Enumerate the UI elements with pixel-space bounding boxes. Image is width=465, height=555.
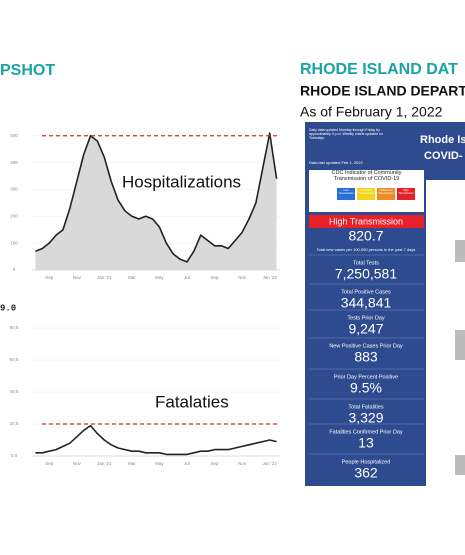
- x-tick-label: Sep: [45, 461, 54, 466]
- y-tick-label: 0.0: [11, 453, 18, 458]
- level-label: High Transmission: [398, 189, 414, 195]
- stat-value: 362: [354, 465, 378, 481]
- y-tick-label: 40.0: [10, 389, 19, 394]
- x-tick-label: Jan '21: [97, 461, 112, 466]
- x-tick-label: Jan '22: [262, 461, 277, 466]
- x-tick-label: Jul: [184, 461, 190, 466]
- stat-label: People Hospitalized: [342, 459, 391, 465]
- rate: 820.7: [348, 228, 383, 244]
- level-label-box: Substantial Transmission: [378, 189, 394, 195]
- y-tick-label: 200: [10, 213, 18, 218]
- last-updated: Data last updated Feb 1, 2022: [309, 160, 364, 165]
- level-label-box: Low Transmission: [338, 189, 354, 195]
- left-heading: PSHOT: [0, 62, 55, 79]
- x-tick-label: Nov: [73, 275, 82, 280]
- stat-label: Fatalities Confirmed Prior Day: [329, 429, 403, 435]
- x-tick-label: Mar: [128, 275, 136, 280]
- x-tick-label: Jan '21: [97, 275, 112, 280]
- side-bar: [455, 455, 465, 475]
- stat-value: 9.5%: [350, 380, 382, 396]
- y-tick-label: 0: [13, 267, 16, 272]
- level-label: Substantial Transmission: [378, 189, 394, 195]
- level-label: Low Transmission: [338, 189, 354, 195]
- annotation: Fatalaties: [155, 392, 229, 411]
- level-label-box: Moderate Transmission: [358, 189, 374, 195]
- right-heading: RHODE ISLAND DAT: [300, 61, 458, 78]
- stat-label: Total Positive Cases: [341, 289, 391, 295]
- level-swatch: [377, 188, 395, 200]
- x-tick-label: Mar: [128, 461, 136, 466]
- cdc-title: CDC Indicator of Community Transmission …: [331, 170, 402, 183]
- chart-title: 9.0: [0, 303, 16, 313]
- stat-label: Prior Day Percent Positive: [334, 374, 398, 380]
- dash-title: Rhode Island: [420, 134, 465, 146]
- x-tick-label: Sep: [45, 275, 54, 280]
- x-tick-label: May: [155, 275, 164, 280]
- area: [35, 133, 277, 270]
- x-tick-label: Jan '22: [262, 275, 277, 280]
- x-tick-label: Sep: [211, 275, 220, 280]
- x-tick-label: Nov: [238, 461, 247, 466]
- annotation: Hospitalizations: [122, 172, 241, 191]
- stat-label: Tests Prior Day: [347, 315, 385, 321]
- stat-value: 13: [358, 435, 374, 451]
- level-label: Moderate Transmission: [358, 189, 374, 195]
- stat-value: 7,250,581: [335, 266, 397, 282]
- y-tick-label: 20.0: [10, 421, 19, 426]
- y-tick-label: 400: [10, 160, 18, 165]
- level-swatch: [357, 188, 375, 200]
- dash-subtitle: COVID-: [424, 150, 463, 162]
- department: RHODE ISLAND DEPARTA: [300, 83, 465, 99]
- level-swatch: [337, 188, 355, 200]
- stat-value: 344,841: [341, 295, 392, 311]
- level-bar: [309, 215, 424, 228]
- line: [35, 132, 278, 263]
- side-bar: [455, 330, 465, 360]
- update-note: Daily data updated Monday through Friday…: [309, 128, 383, 141]
- cdc-box: CDC Indicator of Community Transmission …: [331, 170, 402, 183]
- y-tick-label: 100: [10, 240, 18, 245]
- y-tick-label: 500: [10, 133, 18, 138]
- side-bar: [455, 240, 465, 262]
- line: [35, 424, 277, 456]
- stat-label: New Positive Cases Prior Day: [329, 343, 403, 349]
- stat-value: 3,329: [348, 410, 383, 426]
- y-tick-label: 300: [10, 187, 18, 192]
- stat-label: Total Fatalities: [348, 404, 383, 410]
- level: High Transmission: [329, 216, 403, 226]
- y-tick-label: 80.0: [10, 325, 19, 330]
- x-tick-label: Nov: [238, 275, 247, 280]
- x-tick-label: May: [155, 461, 164, 466]
- x-tick-label: Nov: [73, 461, 82, 466]
- x-tick-label: Sep: [211, 461, 220, 466]
- rate-note: Total new cases per 100,000 persons in t…: [317, 247, 416, 252]
- stat-value: 9,247: [348, 321, 383, 337]
- x-tick-label: Jul: [184, 275, 190, 280]
- level-label-box: High Transmission: [398, 189, 414, 195]
- as-of: As of February 1, 2022: [300, 104, 443, 120]
- stat-label: Total Tests: [353, 260, 379, 266]
- level-swatch: [397, 188, 415, 200]
- stat-value: 883: [354, 349, 378, 365]
- note-box: Daily data updated Monday through Friday…: [309, 128, 383, 141]
- y-tick-label: 60.0: [10, 357, 19, 362]
